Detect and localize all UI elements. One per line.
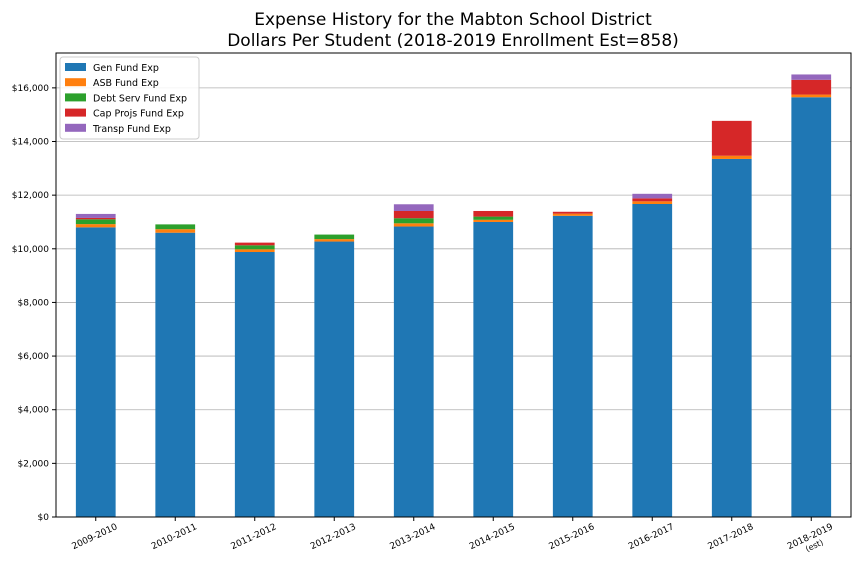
legend-box [59,56,200,140]
y-tick-label: $6,000 [18,352,50,362]
plot-frame [55,52,852,518]
chart-title-line-1: Expense History for the Mabton School Di… [254,10,652,30]
bar-segment [711,120,752,156]
y-tick-label: $12,000 [12,191,49,201]
legend-label: Transp Fund Exp [92,124,171,135]
y-tick-label: $2,000 [18,459,50,469]
y-tick-label: $0 [38,513,50,523]
y-axis: $0 $2,000 $4,000 $6,000 $8,000 $10,000 $12,000… [12,84,56,523]
bar-segment [552,211,593,214]
bar-segment [393,210,434,219]
y-tick-label: $10,000 [12,245,49,255]
y-tick-label: $14,000 [12,138,49,148]
bar-segment [632,193,673,199]
x-tick-label: 2013-2014 [389,522,438,552]
bar-segment [234,242,275,246]
legend-swatch [65,93,86,102]
legend-swatch [65,78,86,87]
bar-segment [155,224,196,230]
bar-segment [75,219,116,225]
legend-label: ASB Fund Exp [93,78,159,89]
legend: Gen Fund Exp ASB Fund Exp Debt Serv Fund E… [59,56,200,140]
x-tick-label-line: 2010-2011 [150,522,199,552]
bar-segment [75,227,116,517]
bar-segment [791,97,832,517]
bar-segment [234,252,275,517]
x-tick-label: 2018-2019(est) [786,522,839,560]
x-tick-label-line: 2013-2014 [389,522,438,552]
bar-segment [791,74,832,80]
bar-segment [711,158,752,517]
legend-label: Cap Projs Fund Exp [93,109,184,120]
x-tick-label-line: 2015-2016 [548,522,597,552]
y-tick-label: $16,000 [12,84,49,94]
bar-segment [791,94,832,98]
x-tick-label: 2015-2016 [548,522,597,552]
bar-segment [75,224,116,228]
x-tick-label-line: 2017-2018 [707,522,756,552]
bar-segment [473,219,514,222]
bar-segment [314,241,355,517]
bar-segment [75,217,116,220]
x-tick-label: 2012-2013 [309,522,358,552]
legend-swatch [65,108,86,117]
x-tick-label: 2016-2017 [627,522,676,552]
x-tick-label: 2017-2018 [707,522,756,552]
bar-segment [632,198,673,202]
bars [75,74,832,518]
bar-segment [234,249,275,253]
legend-label: Gen Fund Exp [93,63,159,74]
bar-segment [791,79,832,95]
bar-segment [552,213,593,216]
bar-segment [552,215,593,517]
bar-segment [632,201,673,205]
bar-segment [75,213,116,218]
bar-segment [155,229,196,233]
bar-segment [473,216,514,220]
legend-swatch [65,123,86,132]
y-tick-label: $8,000 [18,298,50,308]
x-tick-label-line: 2011-2012 [230,522,279,552]
bar-segment [393,223,434,227]
x-tick-label-line: 2009-2010 [71,522,120,552]
bar-segment [393,218,434,224]
bar-segment [314,239,355,242]
bar-segment [473,210,514,217]
x-tick-label: 2009-2010 [71,522,120,552]
bar-segment [632,204,673,517]
bar-segment [393,226,434,517]
bar-segment [155,232,196,518]
x-tick-label-line: 2012-2013 [309,522,358,552]
x-tick-label: 2010-2011 [150,522,199,552]
bar-segment [711,155,752,159]
x-tick-label: 2011-2012 [230,522,279,552]
chart-title-line-2: Dollars Per Student (2018-2019 Enrollmen… [227,31,679,51]
x-axis: 2009-2010 2010-2011 2011-2012 2012-2013 2013… [71,517,839,560]
bar-segment [393,204,434,211]
x-tick-label: 2014-2015 [468,522,517,552]
legend-label: Debt Serv Fund Exp [93,93,187,104]
bar-segment [473,221,514,517]
x-tick-label-line: 2016-2017 [627,522,676,552]
x-tick-label-line: 2014-2015 [468,522,517,552]
bar-segment [314,234,355,240]
legend-swatch [65,63,86,71]
bar-segment [234,245,275,250]
y-tick-label: $4,000 [18,406,50,416]
